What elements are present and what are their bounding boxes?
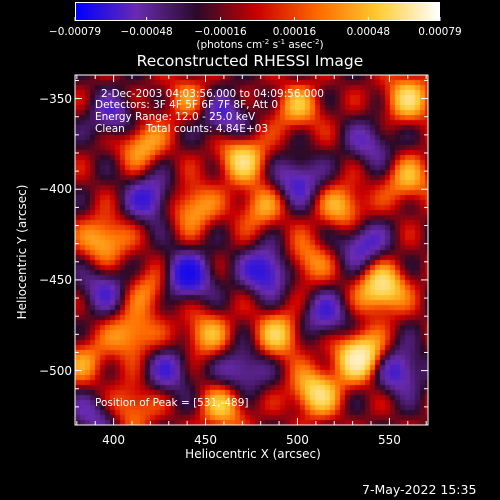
colorbar-tick-label: 0.00079 bbox=[418, 26, 462, 38]
y-tick-label: −450 bbox=[39, 272, 72, 287]
x-tick-label: 400 bbox=[102, 433, 126, 447]
y-tick-label: −350 bbox=[39, 91, 72, 106]
x-tick-label: 550 bbox=[377, 433, 401, 447]
annotation-energy-range: Energy Range: 12.0 - 25.0 keV bbox=[95, 111, 256, 123]
y-axis-label: Heliocentric Y (arcsec) bbox=[15, 184, 29, 320]
x-axis-label: Heliocentric X (arcsec) bbox=[185, 447, 321, 461]
colorbar-tick-label: −0.00048 bbox=[120, 26, 173, 38]
plot-frame bbox=[74, 74, 429, 426]
colorbar-tick-label: 0.00016 bbox=[272, 26, 317, 38]
y-tick-label: −400 bbox=[39, 182, 72, 197]
y-tick-label: −500 bbox=[39, 363, 72, 378]
heatmap-image bbox=[75, 75, 428, 425]
colorbar-units: (photons cm-2 s-1 asec-2) bbox=[196, 38, 324, 51]
x-tick-label: 500 bbox=[286, 433, 309, 447]
x-tick-label: 450 bbox=[194, 433, 217, 447]
colorbar-ticks bbox=[74, 17, 441, 21]
colorbar-tick-label: −0.00079 bbox=[48, 26, 102, 38]
colorbar-tick-label: 0.00048 bbox=[346, 26, 391, 38]
colorbar bbox=[75, 2, 440, 21]
chart-title: Reconstructed RHESSI Image bbox=[136, 52, 364, 70]
annotation-method: Clean bbox=[95, 123, 125, 135]
annotation-peak-position: Position of Peak = [531,-489] bbox=[95, 397, 249, 409]
annotation-detectors: Detectors: 3F 4F 5F 6F 7F 8F, Att 0 bbox=[95, 99, 279, 111]
colorbar-tick-label: −0.00016 bbox=[194, 26, 247, 38]
annotation-time-range: 2-Dec-2003 04:03:56.000 to 04:09:56.000 bbox=[101, 88, 324, 100]
timestamp: 7-May-2022 15:35 bbox=[362, 482, 477, 497]
annotation-total-counts: Total counts: 4.84E+03 bbox=[146, 123, 269, 135]
